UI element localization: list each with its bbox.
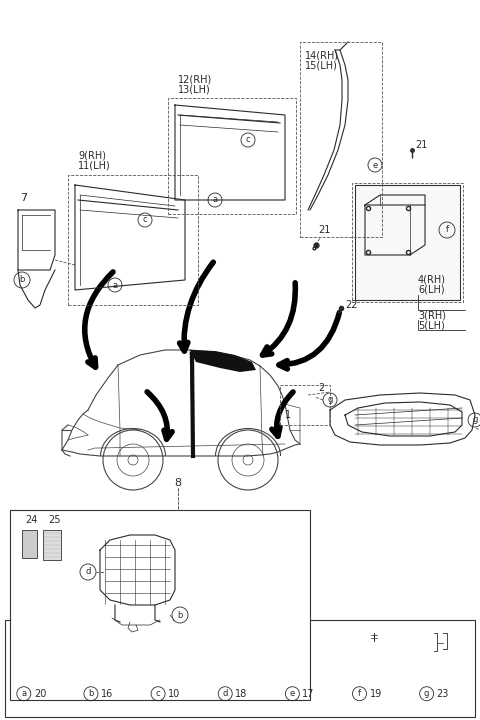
Text: g: g (424, 689, 429, 698)
Bar (168, 98, 296, 214)
Bar (43, 530, 61, 560)
Text: 15(LH): 15(LH) (305, 60, 338, 70)
Text: 9(RH): 9(RH) (78, 150, 106, 160)
Text: 22: 22 (345, 300, 358, 310)
Text: e: e (290, 689, 295, 698)
Text: f: f (358, 689, 361, 698)
Text: 20: 20 (34, 689, 46, 698)
Text: 25: 25 (48, 515, 60, 525)
Text: 13(LH): 13(LH) (178, 85, 211, 95)
Text: 11(LH): 11(LH) (78, 160, 111, 170)
Text: 2: 2 (318, 383, 324, 393)
Text: g: g (472, 415, 478, 425)
Text: 23: 23 (437, 689, 449, 698)
Text: a: a (21, 689, 26, 698)
Text: 14(RH): 14(RH) (305, 50, 339, 60)
Text: 21: 21 (318, 225, 330, 235)
Text: c: c (246, 135, 250, 145)
Bar (280, 385, 330, 425)
Polygon shape (190, 350, 256, 372)
Text: b: b (177, 611, 183, 619)
Text: f: f (445, 225, 448, 235)
Text: b: b (19, 276, 24, 284)
Bar (352, 183, 463, 302)
Text: 17: 17 (302, 689, 315, 698)
Text: g: g (327, 395, 333, 405)
Text: 24: 24 (25, 515, 37, 525)
Text: a: a (112, 281, 118, 289)
Text: 19: 19 (370, 689, 382, 698)
Text: e: e (372, 161, 378, 169)
Bar (68, 175, 198, 305)
Bar (10, 510, 310, 700)
Bar (300, 42, 382, 237)
Text: 7: 7 (20, 193, 27, 203)
Text: d: d (85, 567, 91, 577)
Text: d: d (223, 689, 228, 698)
Text: 18: 18 (235, 689, 248, 698)
Text: 21: 21 (415, 140, 427, 150)
Text: c: c (156, 689, 160, 698)
Text: 3(RH): 3(RH) (418, 310, 446, 320)
Text: 6(LH): 6(LH) (418, 285, 444, 295)
Bar (22, 530, 37, 558)
Text: 12(RH): 12(RH) (178, 75, 212, 85)
Text: 1: 1 (285, 410, 291, 420)
Text: a: a (213, 196, 217, 204)
Text: 10: 10 (168, 689, 180, 698)
Text: c: c (143, 215, 147, 225)
Text: b: b (88, 689, 94, 698)
Bar (355, 185, 460, 300)
Bar (5, 620, 475, 717)
Text: 4(RH): 4(RH) (418, 275, 446, 285)
Text: 16: 16 (101, 689, 113, 698)
Text: 8: 8 (174, 478, 181, 488)
Text: 5(LH): 5(LH) (418, 320, 445, 330)
